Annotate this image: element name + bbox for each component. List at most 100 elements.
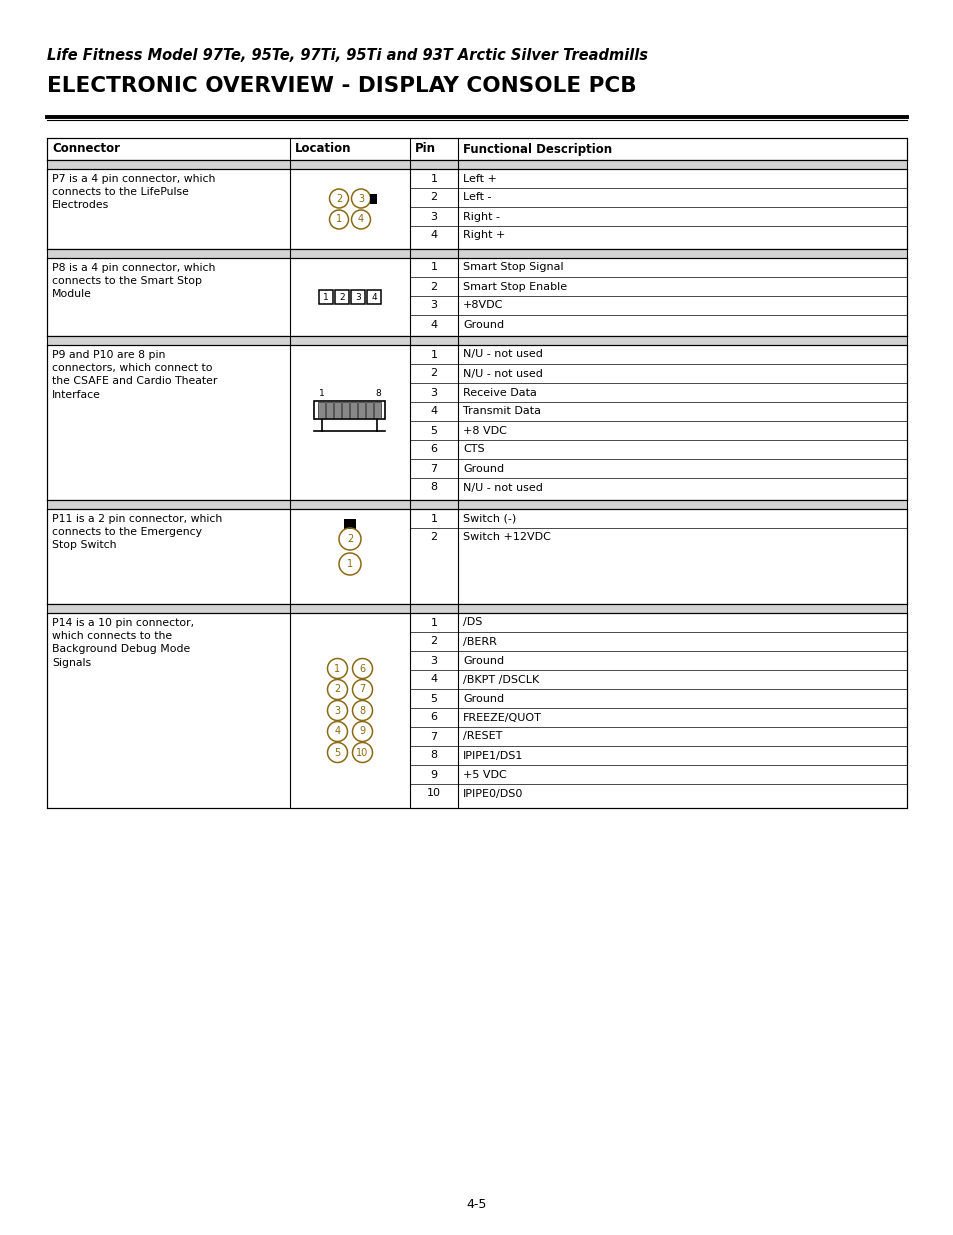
Text: P11 is a 2 pin connector, which
connects to the Emergency
Stop Switch: P11 is a 2 pin connector, which connects… xyxy=(52,514,222,551)
Text: N/U - not used: N/U - not used xyxy=(462,483,542,493)
Text: P9 and P10 are 8 pin
connectors, which connect to
the CSAFE and Cardio Theater
I: P9 and P10 are 8 pin connectors, which c… xyxy=(52,350,217,400)
Text: Ground: Ground xyxy=(462,656,503,666)
Text: N/U - not used: N/U - not used xyxy=(462,368,542,378)
Text: +8 VDC: +8 VDC xyxy=(462,426,506,436)
Text: 10: 10 xyxy=(427,788,440,799)
Text: 1: 1 xyxy=(335,663,340,673)
Text: 1: 1 xyxy=(347,559,353,569)
Text: 7: 7 xyxy=(430,731,437,741)
Text: 4: 4 xyxy=(430,231,437,241)
Text: 2: 2 xyxy=(430,282,437,291)
Bar xyxy=(366,401,374,417)
Text: 10: 10 xyxy=(356,747,368,757)
Bar xyxy=(47,258,906,336)
Text: /RESET: /RESET xyxy=(462,731,502,741)
Text: 3: 3 xyxy=(355,293,360,301)
Bar xyxy=(47,613,906,808)
Text: /BKPT /DSCLK: /BKPT /DSCLK xyxy=(462,674,538,684)
Text: 8: 8 xyxy=(359,705,365,715)
Text: 2: 2 xyxy=(430,532,437,542)
Text: 4: 4 xyxy=(430,674,437,684)
Text: 2: 2 xyxy=(430,193,437,203)
Text: Transmit Data: Transmit Data xyxy=(462,406,540,416)
Bar xyxy=(358,401,365,417)
Text: 7: 7 xyxy=(430,463,437,473)
Bar xyxy=(318,290,333,304)
Text: 8: 8 xyxy=(375,389,381,399)
Text: 7: 7 xyxy=(359,684,365,694)
Text: IPIPE1/DS1: IPIPE1/DS1 xyxy=(462,751,523,761)
Text: Location: Location xyxy=(294,142,351,156)
Text: P8 is a 4 pin connector, which
connects to the Smart Stop
Module: P8 is a 4 pin connector, which connects … xyxy=(52,263,215,299)
Text: Ground: Ground xyxy=(462,463,503,473)
Bar xyxy=(351,290,365,304)
Bar xyxy=(47,249,906,258)
Text: 9: 9 xyxy=(359,726,365,736)
Text: Ground: Ground xyxy=(462,694,503,704)
Bar xyxy=(47,161,906,169)
Text: P7 is a 4 pin connector, which
connects to the LifePulse
Electrodes: P7 is a 4 pin connector, which connects … xyxy=(52,174,215,210)
Text: /DS: /DS xyxy=(462,618,482,627)
Text: 1: 1 xyxy=(323,293,329,301)
Text: Switch +12VDC: Switch +12VDC xyxy=(462,532,550,542)
Text: 5: 5 xyxy=(430,426,437,436)
Text: 4: 4 xyxy=(430,406,437,416)
Bar xyxy=(335,290,349,304)
Text: FREEZE/QUOT: FREEZE/QUOT xyxy=(462,713,541,722)
Text: IPIPE0/DS0: IPIPE0/DS0 xyxy=(462,788,523,799)
Text: 3: 3 xyxy=(430,656,437,666)
Text: 8: 8 xyxy=(430,483,437,493)
Bar xyxy=(326,401,334,417)
Bar xyxy=(370,194,377,204)
Text: CTS: CTS xyxy=(462,445,484,454)
Text: 6: 6 xyxy=(359,663,365,673)
Text: 4: 4 xyxy=(430,320,437,330)
Text: 3: 3 xyxy=(430,388,437,398)
Text: Switch (-): Switch (-) xyxy=(462,514,516,524)
Bar xyxy=(350,401,357,417)
Text: 1: 1 xyxy=(430,350,437,359)
Text: 4: 4 xyxy=(335,726,340,736)
Text: Receive Data: Receive Data xyxy=(462,388,537,398)
Text: 3: 3 xyxy=(335,705,340,715)
Text: 3: 3 xyxy=(430,300,437,310)
Text: 4: 4 xyxy=(371,293,376,301)
Text: Smart Stop Enable: Smart Stop Enable xyxy=(462,282,566,291)
Text: 1: 1 xyxy=(430,618,437,627)
Text: 5: 5 xyxy=(334,747,340,757)
Text: Ground: Ground xyxy=(462,320,503,330)
Bar xyxy=(335,401,341,417)
Text: 1: 1 xyxy=(430,514,437,524)
Text: 6: 6 xyxy=(430,445,437,454)
Bar xyxy=(318,401,325,417)
Text: Life Fitness Model 97Te, 95Te, 97Ti, 95Ti and 93T Arctic Silver Treadmills: Life Fitness Model 97Te, 95Te, 97Ti, 95T… xyxy=(47,48,647,63)
Text: 2: 2 xyxy=(347,534,353,543)
Text: 2: 2 xyxy=(339,293,344,301)
Text: 2: 2 xyxy=(335,194,342,204)
Text: 9: 9 xyxy=(430,769,437,779)
Text: P14 is a 10 pin connector,
which connects to the
Background Debug Mode
Signals: P14 is a 10 pin connector, which connect… xyxy=(52,618,193,668)
Bar xyxy=(47,500,906,509)
Text: Left +: Left + xyxy=(462,173,497,184)
Text: Connector: Connector xyxy=(52,142,120,156)
Text: 8: 8 xyxy=(430,751,437,761)
Text: 3: 3 xyxy=(357,194,364,204)
Bar xyxy=(322,419,377,431)
Bar xyxy=(47,336,906,345)
Text: Left -: Left - xyxy=(462,193,491,203)
Text: +5 VDC: +5 VDC xyxy=(462,769,506,779)
Text: /BERR: /BERR xyxy=(462,636,497,646)
Text: Functional Description: Functional Description xyxy=(462,142,612,156)
Bar xyxy=(47,345,906,500)
Text: ELECTRONIC OVERVIEW - DISPLAY CONSOLE PCB: ELECTRONIC OVERVIEW - DISPLAY CONSOLE PC… xyxy=(47,77,636,96)
Text: 5: 5 xyxy=(430,694,437,704)
Bar xyxy=(47,169,906,249)
Text: N/U - not used: N/U - not used xyxy=(462,350,542,359)
Bar xyxy=(375,401,381,417)
Text: 2: 2 xyxy=(334,684,340,694)
Bar xyxy=(342,401,349,417)
Text: 2: 2 xyxy=(430,368,437,378)
Text: 2: 2 xyxy=(430,636,437,646)
Bar xyxy=(47,604,906,613)
Bar xyxy=(367,290,380,304)
